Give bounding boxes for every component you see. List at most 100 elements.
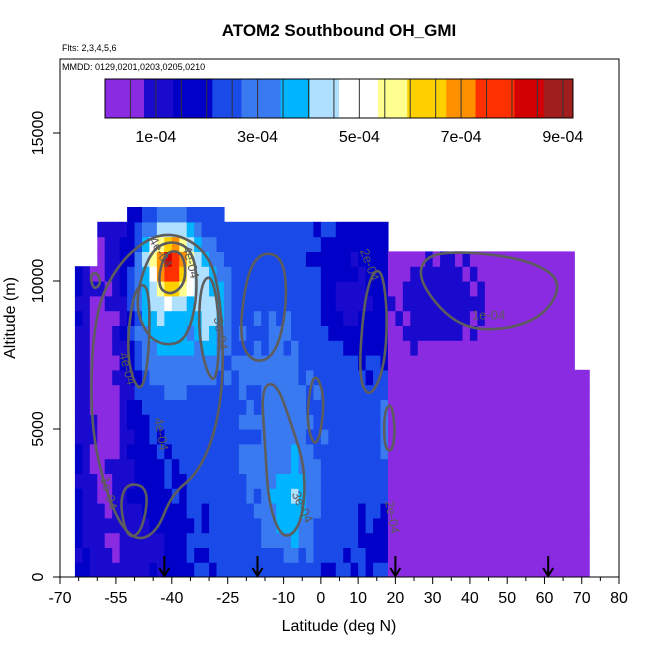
heatmap-cell: [305, 236, 315, 252]
heatmap-cell: [350, 488, 359, 504]
heatmap-cell: [462, 281, 471, 297]
heatmap-cell: [171, 488, 180, 504]
heatmap-cell: [231, 355, 240, 371]
heatmap-cell: [574, 547, 583, 563]
colorbar-swatch: [290, 79, 301, 118]
heatmap-cell: [402, 340, 411, 356]
heatmap-cell: [209, 310, 218, 326]
heatmap-cell: [141, 562, 151, 577]
heatmap-cell: [492, 562, 501, 577]
heatmap-cell: [97, 503, 106, 519]
heatmap-cell: [320, 251, 329, 267]
heatmap-cell: [440, 340, 449, 356]
heatmap-cell: [119, 221, 128, 238]
heatmap-cell: [149, 532, 158, 548]
heatmap-cell: [544, 443, 553, 460]
heatmap-cell: [216, 488, 225, 504]
heatmap-cell: [97, 399, 106, 415]
heatmap-cell: [507, 340, 516, 356]
heatmap-cell: [365, 236, 374, 252]
heatmap-cell: [291, 562, 300, 577]
heatmap-cell: [328, 488, 337, 504]
heatmap-cell: [387, 384, 396, 400]
heatmap-cell: [291, 443, 300, 460]
heatmap-cell: [514, 295, 523, 312]
heatmap-cell: [283, 547, 292, 563]
heatmap-cell: [298, 266, 307, 282]
heatmap-cell: [313, 488, 322, 504]
heatmap-cell: [238, 236, 247, 252]
heatmap-cell: [201, 310, 210, 326]
heatmap-cell: [417, 503, 426, 519]
heatmap-cell: [559, 399, 568, 415]
heatmap-cell: [119, 310, 128, 326]
heatmap-cell: [358, 384, 367, 400]
heatmap-cell: [387, 517, 396, 534]
heatmap-cell: [291, 384, 300, 400]
heatmap-cell: [112, 503, 121, 519]
heatmap-cell: [514, 325, 523, 341]
heatmap-cell: [484, 414, 493, 430]
heatmap-cell: [141, 295, 151, 312]
heatmap-cell: [507, 488, 516, 504]
heatmap-cell: [499, 384, 508, 400]
heatmap-cell: [514, 429, 523, 445]
heatmap-cell: [477, 503, 486, 519]
heatmap-cell: [328, 547, 337, 563]
heatmap-cell: [171, 325, 180, 341]
heatmap-cell: [432, 384, 441, 400]
heatmap-cell: [537, 562, 546, 577]
heatmap-cell: [320, 562, 329, 577]
heatmap-cell: [373, 414, 382, 430]
heatmap-cell: [82, 340, 91, 356]
heatmap-cell: [283, 517, 292, 534]
heatmap-cell: [74, 429, 83, 445]
heatmap-cell: [387, 414, 396, 430]
heatmap-cell: [179, 503, 188, 519]
heatmap-cell: [425, 414, 434, 430]
heatmap-cell: [425, 399, 434, 415]
heatmap-cell: [402, 429, 411, 445]
heatmap-cell: [313, 429, 322, 445]
heatmap-cell: [305, 503, 315, 519]
heatmap-cell: [335, 473, 344, 489]
heatmap-cell: [156, 503, 165, 519]
heatmap-cell: [268, 310, 277, 326]
heatmap-cell: [529, 488, 538, 504]
heatmap-cell: [395, 503, 404, 519]
colorbar-swatch: [173, 79, 184, 118]
heatmap-cell: [268, 458, 277, 474]
heatmap-cell: [387, 340, 396, 356]
heatmap-cell: [529, 399, 538, 415]
flight-marker-arrow: [389, 556, 402, 578]
heatmap-cell: [134, 488, 143, 504]
heatmap-cell: [522, 473, 531, 489]
heatmap-cell: [246, 281, 255, 297]
heatmap-cell: [387, 266, 396, 282]
heatmap-cell: [97, 414, 106, 430]
heatmap-cell: [455, 369, 464, 386]
heatmap-cell: [544, 473, 553, 489]
heatmap-cell: [477, 488, 486, 504]
heatmap-cell: [365, 473, 374, 489]
heatmap-cell: [499, 310, 508, 326]
heatmap-cell: [387, 443, 396, 460]
colorbar-swatch: [134, 79, 145, 118]
heatmap-cell: [507, 532, 516, 548]
heatmap-cell: [343, 414, 352, 430]
heatmap-cell: [328, 295, 337, 312]
heatmap-cell: [425, 310, 434, 326]
heatmap-cell: [194, 325, 203, 341]
heatmap-cell: [484, 266, 493, 282]
heatmap-cell: [373, 532, 382, 548]
heatmap-cell: [261, 473, 270, 489]
colorbar-swatch: [543, 79, 554, 118]
heatmap-cell: [223, 281, 233, 297]
heatmap-cell: [149, 340, 158, 356]
heatmap-cell: [104, 384, 113, 400]
heatmap-cell: [231, 236, 240, 252]
heatmap-cell: [358, 251, 367, 267]
heatmap-cell: [82, 532, 91, 548]
heatmap-cell: [74, 458, 83, 474]
colorbar-swatch: [553, 79, 564, 118]
